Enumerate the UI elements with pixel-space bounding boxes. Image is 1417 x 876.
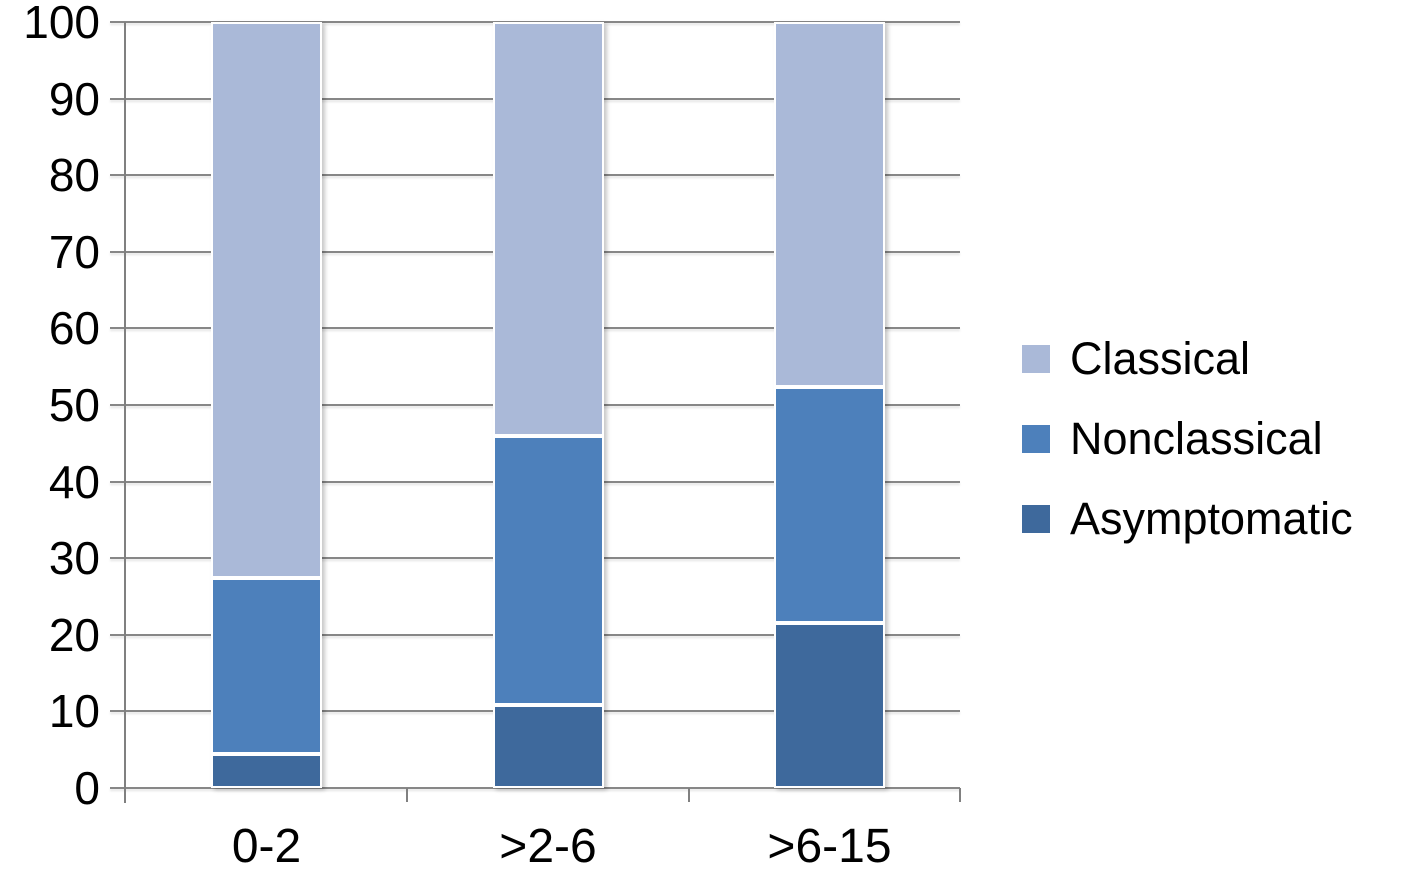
legend-swatch-asymptomatic [1022,505,1050,533]
plot-area [110,21,961,803]
bar-segment-nonclassical [211,578,323,754]
x-axis-category-label: >6-15 [767,820,892,873]
legend: Classical Nonclassical Asymptomatic [1022,319,1353,559]
legend-swatch-nonclassical [1022,425,1050,453]
y-axis-tick-label: 100 [23,0,100,48]
x-axis-category-label: 0-2 [231,820,302,873]
y-axis-line [124,22,126,803]
y-axis-tick-label: 70 [48,225,100,278]
bar-segment-classical [492,22,604,437]
legend-label: Asymptomatic [1070,493,1353,544]
x-axis-category-label: >2-6 [499,820,597,873]
y-axis-tick-label: 80 [48,149,100,202]
y-axis-tick-label: 40 [48,455,100,508]
bar-segment-asymptomatic [492,705,604,788]
legend-label: Classical [1070,333,1251,384]
bar-6-15 [773,22,885,788]
y-axis-tick-label: 30 [48,532,100,585]
x-axis-tick [406,788,409,802]
x-axis-tick [687,788,690,802]
legend-swatch-classical [1022,345,1050,373]
legend-item-nonclassical: Nonclassical [1022,399,1353,479]
y-axis-tick-label: 90 [48,72,100,125]
bar-0-2 [211,22,323,788]
x-axis-line [110,787,960,789]
bar-segment-nonclassical [773,386,885,624]
bar-2-6 [492,22,604,788]
y-axis-tick-label: 50 [48,379,100,431]
x-axis: 0-2 >2-6 >6-15 [126,818,960,876]
y-axis-tick-label: 60 [48,302,100,355]
legend-item-asymptomatic: Asymptomatic [1022,479,1353,559]
bar-segment-classical [211,22,323,579]
legend-item-classical: Classical [1022,319,1353,399]
y-axis: 0 10 20 30 40 50 60 70 80 90 100 [0,0,100,814]
bar-segment-asymptomatic [211,753,323,788]
y-axis-tick-label: 20 [48,608,100,661]
y-axis-tick-label: 0 [74,762,100,814]
bar-segment-classical [773,22,885,387]
bar-segment-nonclassical [492,436,604,706]
legend-label: Nonclassical [1070,413,1323,464]
x-axis-tick [959,788,961,802]
bar-segment-asymptomatic [773,623,885,788]
y-axis-tick-label: 10 [48,685,100,738]
